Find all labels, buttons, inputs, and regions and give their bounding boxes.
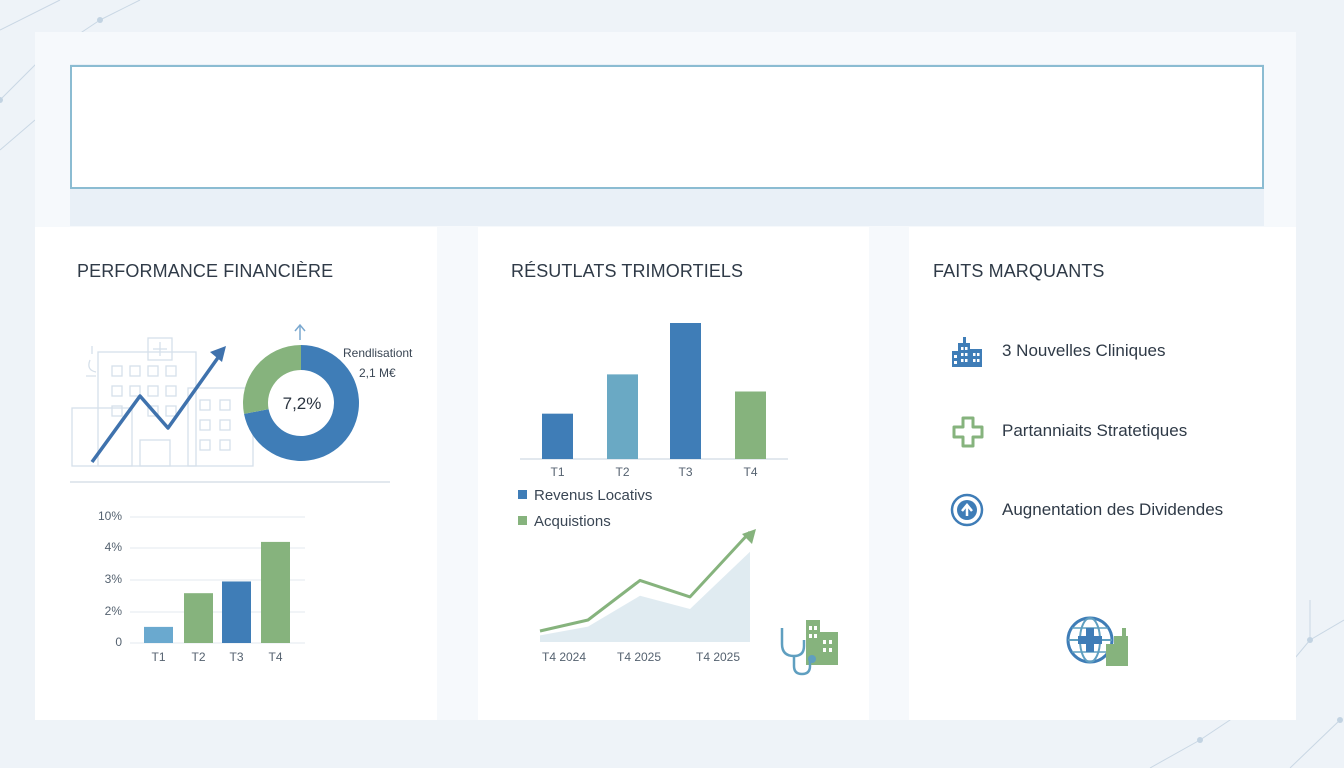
performance-x-tick: T2: [191, 650, 206, 664]
performance-y-tick: 0: [115, 635, 122, 649]
performance-y-tick: 4%: [104, 540, 122, 554]
performance-panel-title: PERFORMANCE FINANCIÈRE: [77, 261, 334, 281]
performance-y-tick: 2%: [104, 604, 122, 618]
performance-x-tick: T3: [229, 650, 244, 664]
legend-item: Revenus Locativs: [518, 487, 652, 504]
performance-x-tick: T4: [268, 650, 283, 664]
performance-y-tick: 10%: [97, 509, 122, 523]
highlight-item-label: 3 Nouvelles Cliniques: [1002, 341, 1166, 360]
quarterly-x-tick: T4: [743, 465, 758, 479]
highlight-item-label: Partanniaits Stratetiques: [1002, 421, 1188, 440]
medical-cross-icon: [952, 416, 984, 448]
legend-label: Revenus Locativs: [534, 487, 653, 504]
donut-callout-value: 2,1 M€: [359, 366, 396, 380]
donut-callout-label: Rendlisationt: [343, 346, 413, 360]
title-banner: [70, 65, 1264, 189]
area-x-tick: T4 2024: [542, 650, 587, 664]
globe-medical-icon: [1066, 616, 1128, 666]
quarterly-x-tick: T2: [615, 465, 630, 479]
building-icon: [952, 337, 982, 367]
area-x-tick: T4 2025: [696, 650, 741, 664]
area-x-tick: T4 2025: [617, 650, 662, 664]
highlights-panel-title: FAITS MARQUANTS: [933, 261, 1105, 281]
quarterly-x-tick: T3: [678, 465, 693, 479]
donut-center-label: 7,2%: [282, 394, 322, 413]
performance-y-tick: 3%: [104, 572, 122, 586]
quarterly-x-tick: T1: [550, 465, 565, 479]
highlights-panel: [909, 227, 1296, 720]
quarterly-panel-title: RÉSUTLATS TRIMORTIELS: [511, 261, 744, 281]
arrow-up-circle-icon: [950, 493, 984, 527]
legend-label: Acquistions: [534, 513, 611, 530]
highlight-item-label: Augnentation des Dividendes: [1002, 500, 1224, 519]
legend-swatch: [518, 516, 527, 525]
legend-swatch: [518, 490, 527, 499]
performance-x-tick: T1: [151, 650, 166, 664]
legend-item: Acquistions: [518, 513, 611, 530]
